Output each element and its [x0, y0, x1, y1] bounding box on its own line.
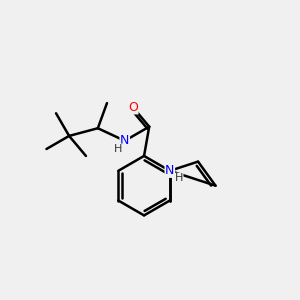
- Text: N: N: [165, 164, 175, 177]
- Text: O: O: [128, 101, 138, 114]
- Text: H: H: [114, 144, 122, 154]
- Text: H: H: [175, 173, 183, 183]
- Text: N: N: [120, 134, 130, 147]
